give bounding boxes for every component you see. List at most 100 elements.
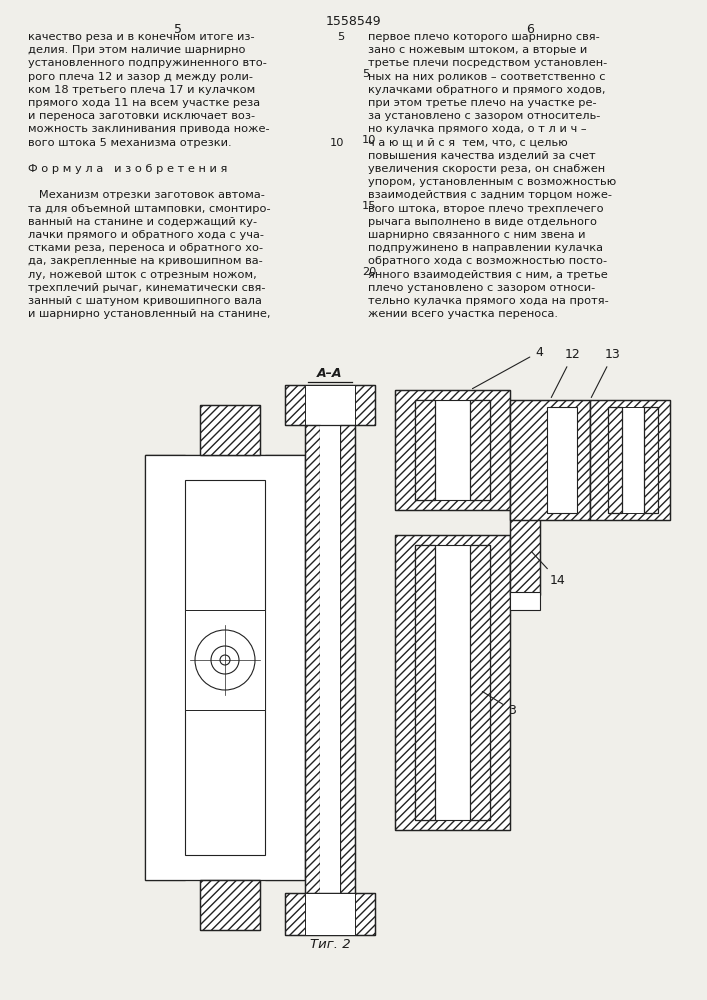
Text: третье плечи посредством установлен-: третье плечи посредством установлен-	[368, 58, 607, 68]
Text: 15: 15	[362, 201, 377, 211]
Text: вого штока 5 механизма отрезки.: вого штока 5 механизма отрезки.	[28, 138, 232, 148]
Text: лу, ножевой шток с отрезным ножом,: лу, ножевой шток с отрезным ножом,	[28, 270, 257, 280]
Text: жении всего участка переноса.: жении всего участка переноса.	[368, 309, 558, 319]
Text: A–A: A–A	[317, 367, 343, 380]
Text: тельно кулачка прямого хода на протя-: тельно кулачка прямого хода на протя-	[368, 296, 609, 306]
Text: ванный на станине и содержащий ку-: ванный на станине и содержащий ку-	[28, 217, 257, 227]
Text: подпружинено в направлении кулачка: подпружинено в направлении кулачка	[368, 243, 603, 253]
Bar	[415, 545, 490, 820]
Bar	[608, 407, 622, 513]
Bar	[510, 510, 540, 595]
Text: 5: 5	[337, 32, 344, 42]
Text: 3: 3	[482, 691, 516, 716]
Bar	[340, 425, 355, 895]
Text: первое плечо которого шарнирно свя-: первое плечо которого шарнирно свя-	[368, 32, 600, 42]
Bar	[510, 510, 540, 595]
Text: при этом третье плечо на участке ре-: при этом третье плечо на участке ре-	[368, 98, 597, 108]
Bar	[285, 385, 375, 425]
Circle shape	[211, 646, 239, 674]
Text: и переноса заготовки исключает воз-: и переноса заготовки исключает воз-	[28, 111, 255, 121]
Text: 12: 12	[551, 349, 580, 398]
Bar	[510, 400, 590, 520]
Bar	[415, 545, 435, 820]
Bar	[305, 425, 320, 895]
Text: 5: 5	[174, 23, 182, 36]
Bar	[285, 893, 375, 935]
Text: ных на них роликов – соответственно с: ных на них роликов – соответственно с	[368, 72, 605, 82]
Bar	[415, 400, 435, 500]
Bar	[185, 480, 265, 855]
Bar	[395, 390, 510, 510]
Bar	[145, 455, 305, 880]
Text: рычага выполнено в виде отдельного: рычага выполнено в виде отдельного	[368, 217, 597, 227]
Bar	[200, 405, 260, 455]
Text: 10: 10	[362, 135, 377, 145]
Bar	[320, 425, 340, 895]
Bar	[470, 400, 490, 500]
Text: ком 18 третьего плеча 17 и кулачком: ком 18 третьего плеча 17 и кулачком	[28, 85, 255, 95]
Bar	[608, 407, 658, 513]
Text: взаимодействия с задним торцом ноже-: взаимодействия с задним торцом ноже-	[368, 190, 612, 200]
Bar	[547, 407, 577, 513]
Bar	[265, 455, 305, 880]
Text: упором, установленным с возможностью: упором, установленным с возможностью	[368, 177, 617, 187]
Bar	[305, 385, 355, 425]
Bar	[590, 400, 670, 520]
Text: ч а ю щ и й с я  тем, что, с целью: ч а ю щ и й с я тем, что, с целью	[368, 138, 568, 148]
Text: качество реза и в конечном итоге из-: качество реза и в конечном итоге из-	[28, 32, 255, 42]
Bar	[145, 455, 185, 880]
Bar	[200, 880, 260, 930]
Text: шарнирно связанного с ним звена и: шарнирно связанного с ним звена и	[368, 230, 585, 240]
Text: Ф о р м у л а   и з о б р е т е н и я: Ф о р м у л а и з о б р е т е н и я	[28, 164, 228, 174]
Bar	[415, 400, 490, 500]
Text: 5: 5	[362, 69, 369, 79]
Text: зано с ножевым штоком, а вторые и: зано с ножевым штоком, а вторые и	[368, 45, 588, 55]
Bar	[395, 535, 510, 830]
Bar	[590, 400, 670, 520]
Bar	[470, 545, 490, 820]
Text: 4: 4	[472, 346, 543, 389]
Bar	[305, 425, 355, 895]
Text: делия. При этом наличие шарнирно: делия. При этом наличие шарнирно	[28, 45, 245, 55]
Text: та для объемной штамповки, смонтиро-: та для объемной штамповки, смонтиро-	[28, 204, 271, 214]
Text: плечо установлено с зазором относи-: плечо установлено с зазором относи-	[368, 283, 595, 293]
Bar	[285, 385, 375, 425]
Bar	[305, 893, 355, 935]
Text: повышения качества изделий за счет: повышения качества изделий за счет	[368, 151, 595, 161]
Bar	[510, 592, 540, 610]
Text: да, закрепленные на кривошипном ва-: да, закрепленные на кривошипном ва-	[28, 256, 263, 266]
Text: рого плеча 12 и зазор д между роли-: рого плеча 12 и зазор д между роли-	[28, 72, 253, 82]
Text: и шарнирно установленный на станине,: и шарнирно установленный на станине,	[28, 309, 271, 319]
Text: янного взаимодействия с ним, а третье: янного взаимодействия с ним, а третье	[368, 270, 608, 280]
Bar	[285, 893, 375, 935]
Text: 13: 13	[591, 349, 621, 398]
Text: обратного хода с возможностью посто-: обратного хода с возможностью посто-	[368, 256, 607, 266]
Text: 1558549: 1558549	[325, 15, 381, 28]
Bar	[395, 390, 510, 510]
Text: кулачками обратного и прямого ходов,: кулачками обратного и прямого ходов,	[368, 85, 605, 95]
Text: вого штока, второе плечо трехплечего: вого штока, второе плечо трехплечего	[368, 204, 604, 214]
Text: 14: 14	[532, 552, 566, 586]
Text: прямого хода 11 на всем участке реза: прямого хода 11 на всем участке реза	[28, 98, 260, 108]
Circle shape	[195, 630, 255, 690]
Text: 6: 6	[526, 23, 534, 36]
Text: стками реза, переноса и обратного хо-: стками реза, переноса и обратного хо-	[28, 243, 263, 253]
Text: трехплечий рычаг, кинематически свя-: трехплечий рычаг, кинематически свя-	[28, 283, 266, 293]
Text: за установлено с зазором относитель-: за установлено с зазором относитель-	[368, 111, 600, 121]
Bar	[510, 400, 590, 520]
Text: Механизм отрезки заготовок автома-: Механизм отрезки заготовок автома-	[28, 190, 265, 200]
Bar	[395, 535, 510, 830]
Text: установленного подпружиненного вто-: установленного подпружиненного вто-	[28, 58, 267, 68]
Text: Τиг. 2: Τиг. 2	[310, 938, 350, 951]
Text: 20: 20	[362, 267, 376, 277]
Bar	[185, 610, 265, 710]
Bar	[200, 880, 260, 930]
Circle shape	[220, 655, 230, 665]
Text: увеличения скорости реза, он снабжен: увеличения скорости реза, он снабжен	[368, 164, 605, 174]
Text: но кулачка прямого хода, о т л и ч –: но кулачка прямого хода, о т л и ч –	[368, 124, 587, 134]
Bar	[200, 405, 260, 455]
Text: занный с шатуном кривошипного вала: занный с шатуном кривошипного вала	[28, 296, 262, 306]
Text: лачки прямого и обратного хода с уча-: лачки прямого и обратного хода с уча-	[28, 230, 264, 240]
Bar	[644, 407, 658, 513]
Text: можность заклинивания привода ноже-: можность заклинивания привода ноже-	[28, 124, 269, 134]
